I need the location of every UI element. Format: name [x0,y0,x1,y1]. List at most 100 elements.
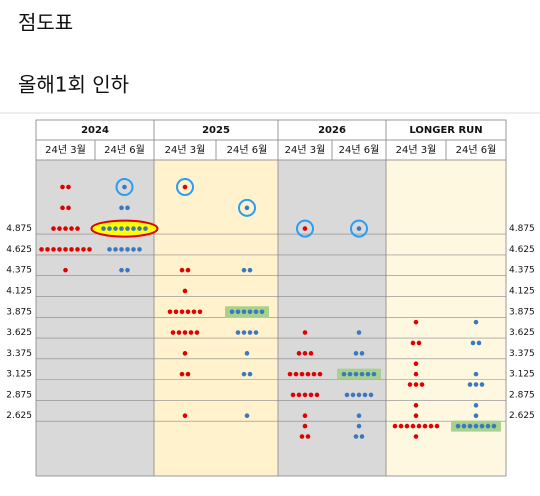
dot [179,267,185,273]
dot [125,226,130,231]
dot [413,413,419,419]
dot [182,288,188,294]
dot [362,392,368,398]
dot [299,434,305,439]
group-background [154,160,278,476]
column-label: 24년 3월 [396,144,437,156]
dot [299,371,305,377]
dot [247,309,253,315]
dot [194,330,200,335]
dot [179,371,185,377]
dot [290,392,296,398]
column-label: 24년 6월 [339,144,380,156]
dot [244,413,250,419]
dot [368,392,374,398]
dot [470,340,476,346]
dot [137,247,142,252]
dot [287,371,293,377]
highlight-box [225,306,269,318]
dot [185,371,191,377]
dot [473,403,479,408]
dot [188,330,194,335]
y-tick-label: 4.125 [6,286,32,296]
subtitle: 올해1회 인하 [18,73,129,97]
highlight-box [337,368,381,380]
dot [434,423,440,429]
dot [419,382,425,387]
dot [247,371,253,377]
dot [101,226,106,231]
y-tick-label-right: 3.875 [509,307,535,317]
highlight-ellipse [90,219,159,238]
dot [241,267,247,273]
highlight-circle [115,178,134,197]
dot [125,247,130,252]
dot [296,351,302,356]
title: 점도표 [18,11,73,35]
y-tick-label: 4.875 [6,224,32,234]
y-tick-label-right: 4.125 [509,286,535,296]
group-label: 2024 [81,125,109,136]
dot [247,267,253,273]
dot [296,392,302,398]
dot [476,340,482,346]
dot [413,319,419,325]
dot [467,382,473,387]
dot [491,423,497,429]
dot [63,267,68,273]
dot [356,392,362,398]
highlight-circle [176,178,194,197]
dot [308,392,314,398]
column-label: 24년 6월 [456,144,497,156]
dot [125,205,130,211]
dot [185,309,191,315]
column-label: 24년 3월 [45,144,86,156]
y-tick-label-right: 2.625 [509,411,535,421]
dot [302,423,308,429]
column-label: 24년 6월 [104,144,145,156]
dot [51,247,56,252]
dot [308,351,314,356]
dot [113,226,118,231]
dot [359,351,365,356]
dot [305,371,311,377]
dot [407,382,413,387]
dot [119,247,124,252]
dot [467,423,473,429]
group-background [36,160,154,476]
dot [66,205,71,211]
dot [57,247,62,252]
group-label: LONGER RUN [409,125,482,136]
dot [413,361,419,367]
dot [191,309,197,315]
dot [244,205,250,211]
dot [87,247,92,252]
dot [119,226,124,231]
y-tick-label: 3.375 [6,349,32,359]
y-tick-label: 2.875 [6,390,32,400]
y-tick-label: 4.625 [6,245,32,255]
dot [353,351,359,356]
dot [69,247,74,252]
dot [416,423,422,429]
dot [413,434,419,439]
dot [359,434,365,439]
column-header [445,139,507,161]
dot [244,351,250,356]
dot [473,413,479,419]
dot [253,309,259,315]
dot [302,413,308,419]
dot [229,309,235,315]
group-label: 2026 [318,125,346,136]
dot [302,226,308,231]
dot [305,434,311,439]
dot [293,371,299,377]
dot [122,184,127,190]
dot [347,371,353,377]
highlight-circle [296,219,314,238]
dot [356,423,362,429]
column-label: 24년 3월 [165,144,206,156]
y-tick-label: 3.625 [6,328,32,338]
column-label: 24년 6월 [227,144,268,156]
